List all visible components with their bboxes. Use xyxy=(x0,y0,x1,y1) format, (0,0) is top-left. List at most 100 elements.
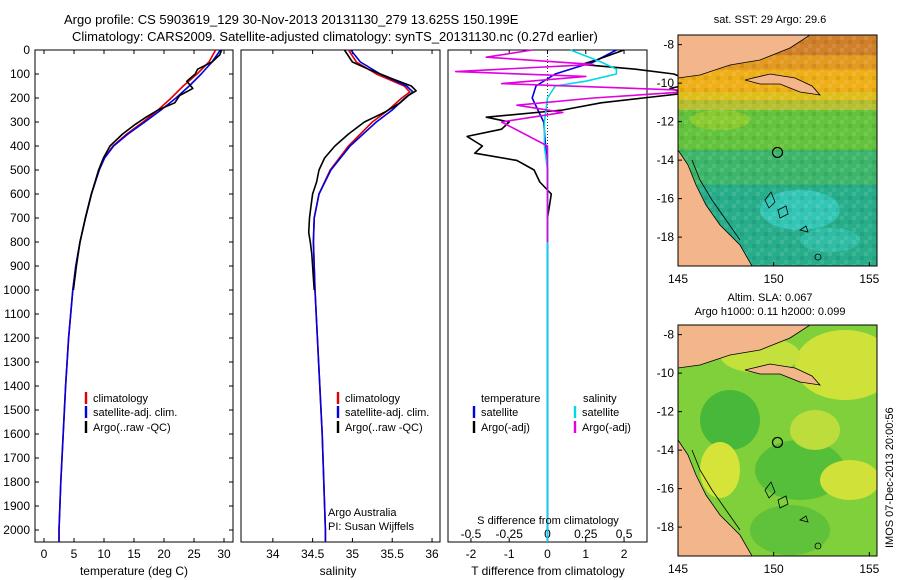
sst-map-ticks: 145 150 155 -8 -10 -12 -14 -16 -18 xyxy=(657,38,880,286)
legend-label-climatology: climatology xyxy=(345,393,401,405)
map-y-tick-label: -12 xyxy=(657,115,675,129)
y-tick-label: 300 xyxy=(10,115,30,129)
legend-label-climatology: climatology xyxy=(93,393,149,405)
salinity-lines xyxy=(307,49,417,542)
map-x-tick-label: 155 xyxy=(859,272,879,286)
sla-islands xyxy=(764,481,809,523)
x-tick-label: 35 xyxy=(346,547,360,561)
imos-credit: IMOS 07-Dec-2013 20:00:56 xyxy=(884,407,896,548)
sla-reef-outline xyxy=(691,449,741,531)
sst-map-panel: sat. SST: 29 Argo: 29.6 xyxy=(657,14,880,286)
x-tick-label: 34 xyxy=(266,547,280,561)
s-tick-label: -0.25 xyxy=(496,527,524,541)
legend-title-salinity: salinity xyxy=(583,393,617,405)
series-line-argo xyxy=(307,49,417,291)
x-tick-label: 35.5 xyxy=(381,547,405,561)
map-x-tick-label: 145 xyxy=(668,272,688,286)
sst-map-frame xyxy=(677,34,878,267)
sla-land-2 xyxy=(744,363,822,386)
sst-land xyxy=(678,35,811,79)
sla-australia xyxy=(678,439,753,556)
x-tick-label: 36 xyxy=(425,547,439,561)
header-line1: Argo profile: CS 5903619_129 30-Nov-2013… xyxy=(64,12,519,27)
map-x-tick-label: 150 xyxy=(764,562,784,576)
difference-panel: -2 -1 0 1 2 -0.5 -0.25 0 0.25 0.5 temperature sa… xyxy=(447,49,702,578)
y-tick-label: 1700 xyxy=(3,451,30,465)
legend-label-s-satellite: satellite xyxy=(582,407,619,419)
y-tick-label: 600 xyxy=(10,187,30,201)
sla-map-frame xyxy=(677,324,878,557)
series-line-t-argo xyxy=(466,49,694,219)
y-tick-label: 0 xyxy=(23,43,30,57)
x-tick-label: 10 xyxy=(97,547,111,561)
header-line2: Climatology: CARS2009. Satellite-adjuste… xyxy=(72,29,598,44)
legend-label-t-satellite: satellite xyxy=(481,407,518,419)
sst-australia xyxy=(678,149,753,266)
difference-legend: temperature salinity satellite Argo(-adj… xyxy=(472,393,631,434)
y-tick-label: 1500 xyxy=(3,403,30,417)
difference-s-ticks: -0.5 -0.25 0 0.25 0.5 xyxy=(461,527,633,541)
difference-lines xyxy=(454,49,702,542)
x-tick-label: 20 xyxy=(157,547,171,561)
sla-land xyxy=(678,325,811,369)
series-line-argo xyxy=(72,49,223,291)
x-tick-label: 25 xyxy=(187,547,201,561)
map-y-tick-label: -12 xyxy=(657,405,675,419)
y-tick-label: 1900 xyxy=(3,499,30,513)
sst-map-image xyxy=(678,35,877,266)
y-tick-label: 800 xyxy=(10,235,30,249)
series-line-satellite xyxy=(312,49,414,542)
legend-title-temperature: temperature xyxy=(481,393,540,405)
salinity-axes-box xyxy=(240,49,441,543)
map-y-tick-label: -16 xyxy=(657,192,675,206)
salinity-annotation-1: Argo Australia xyxy=(328,507,397,519)
map-x-tick-label: 145 xyxy=(668,562,688,576)
legend-label-satellite: satellite-adj. clim. xyxy=(93,407,177,419)
x-tick-label: 2 xyxy=(621,547,628,561)
x-tick-label: 5 xyxy=(71,547,78,561)
legend-label-satellite: satellite-adj. clim. xyxy=(345,407,429,419)
y-tick-label: 200 xyxy=(10,91,30,105)
sst-small-marker xyxy=(814,253,822,261)
x-tick-label: 0 xyxy=(41,547,48,561)
sla-map-ticks: 145 150 155 -8 -10 -12 -14 -16 -18 xyxy=(657,328,880,576)
sst-argo-marker xyxy=(771,146,784,159)
sla-small-marker xyxy=(814,542,822,550)
y-tick-label: 700 xyxy=(10,211,30,225)
y-tick-label: 1400 xyxy=(3,379,30,393)
map-y-tick-label: -8 xyxy=(663,328,674,342)
y-tick-label: 1300 xyxy=(3,355,30,369)
map-y-tick-label: -14 xyxy=(657,443,675,457)
sla-map-panel: Altim. SLA: 0.067 Argo h1000: 0.11 h2000… xyxy=(657,292,880,576)
difference-x-ticks: -2 -1 0 1 2 xyxy=(466,50,628,561)
y-tick-label: 2000 xyxy=(3,523,30,537)
map-x-tick-label: 150 xyxy=(764,272,784,286)
s-tick-label: 0.5 xyxy=(616,527,633,541)
temperature-legend: climatology satellite-adj. clim. Argo(..… xyxy=(84,392,177,434)
temperature-panel: 0100200300400500600700800900100011001200… xyxy=(3,43,647,578)
y-tick-label: 900 xyxy=(10,259,30,273)
temperature-axes-box xyxy=(34,49,234,543)
x-tick-label: 15 xyxy=(127,547,141,561)
difference-xlabel: T difference from climatology xyxy=(471,564,625,578)
sla-map-title-1: Altim. SLA: 0.067 xyxy=(728,292,813,304)
sla-argo-marker xyxy=(771,436,784,449)
salinity-xlabel: salinity xyxy=(320,564,357,578)
x-tick-label: 0 xyxy=(544,547,551,561)
map-y-tick-label: -8 xyxy=(663,38,674,52)
x-tick-label: 30 xyxy=(217,547,231,561)
map-y-tick-label: -14 xyxy=(657,153,675,167)
salinity-panel: 34 34.5 35 35.5 36 climatology satellite-adj… xyxy=(240,49,441,578)
s-tick-label: -0.5 xyxy=(461,527,482,541)
sst-land-2 xyxy=(744,73,822,96)
sst-reef-outline xyxy=(691,159,741,241)
legend-label-s-argo: Argo(-adj) xyxy=(582,422,631,434)
map-y-tick-label: -10 xyxy=(657,366,675,380)
y-tick-label: 1100 xyxy=(4,307,30,321)
y-tick-label: 1200 xyxy=(3,331,30,345)
difference-toplabel: S difference from climatology xyxy=(477,515,619,527)
legend-label-argo: Argo(..raw -QC) xyxy=(93,422,171,434)
y-tick-label: 1000 xyxy=(3,283,30,297)
sst-map-title: sat. SST: 29 Argo: 29.6 xyxy=(714,14,827,26)
salinity-annotation-2: PI: Susan Wijffels xyxy=(328,521,414,533)
